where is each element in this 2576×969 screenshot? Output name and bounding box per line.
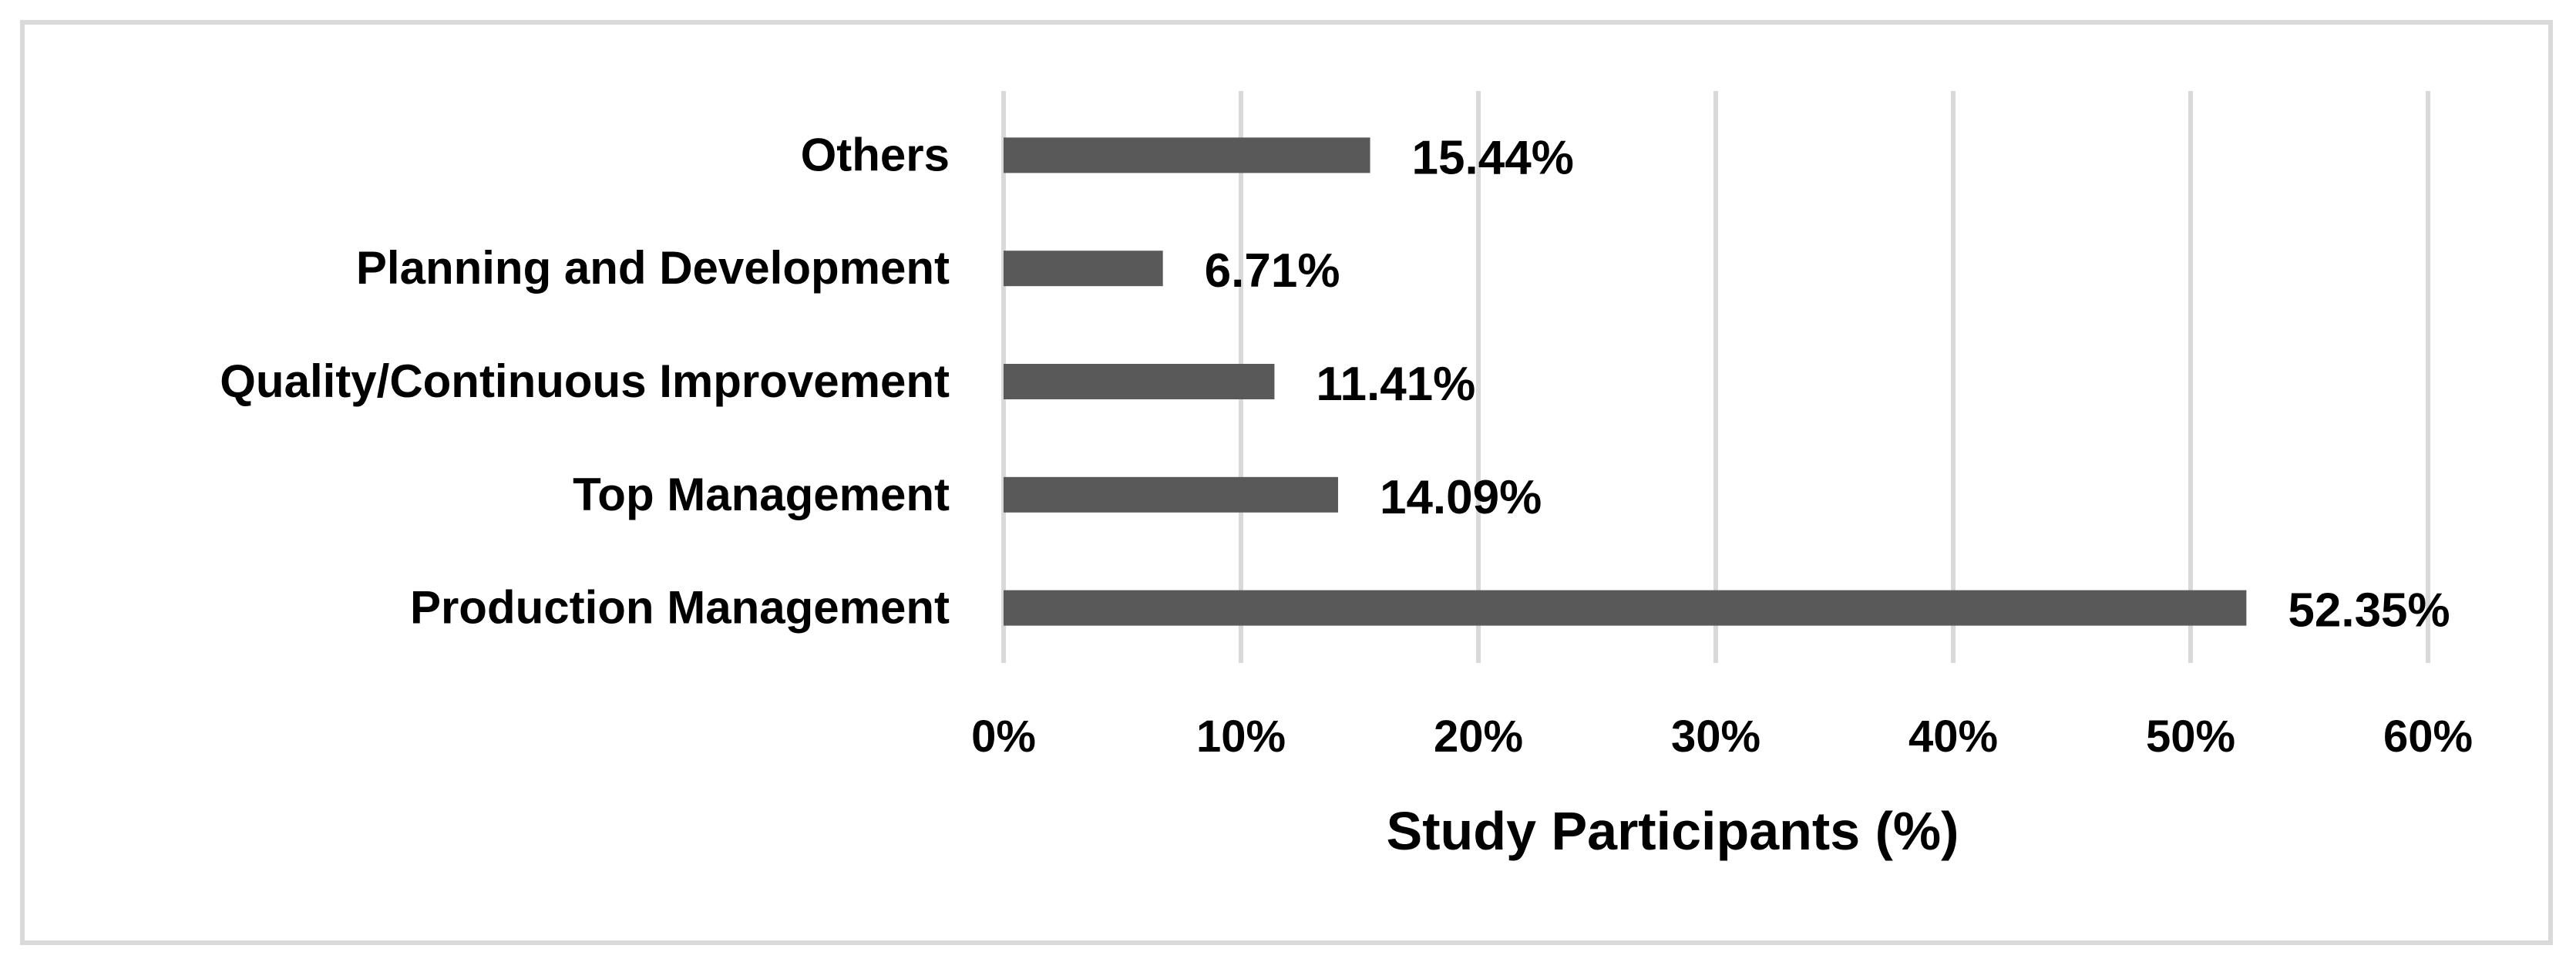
x-tick-label-10: 10% — [1196, 712, 1286, 762]
category-label-quality-continuous-improvement: Quality/Continuous Improvement — [220, 355, 950, 407]
bar-planning-and-development — [1004, 251, 1163, 287]
category-label-production-management: Production Management — [410, 582, 950, 634]
category-label-top-management: Top Management — [573, 469, 950, 520]
x-tick-label-60: 60% — [2383, 712, 2473, 762]
bar-top-management — [1004, 476, 1338, 513]
x-tick-labels: 0% 10% 20% 30% 40% 50% 60% — [971, 712, 2473, 762]
data-label-production-management: 52.35% — [2288, 584, 2450, 638]
data-labels: 52.35% 14.09% 11.41% 6.71% 15.44% — [1205, 131, 2450, 637]
bar-others — [1004, 137, 1370, 173]
bar-quality-continuous-improvement — [1004, 364, 1275, 399]
bars — [1004, 137, 2247, 626]
x-tick-label-50: 50% — [2146, 712, 2235, 762]
category-label-others: Others — [801, 129, 950, 180]
x-axis-title: Study Participants (%) — [1387, 801, 1959, 861]
data-label-quality-continuous-improvement: 11.41% — [1316, 358, 1475, 411]
category-labels: Production Management Top Management Quali… — [220, 129, 950, 633]
x-tick-label-40: 40% — [1908, 712, 1998, 762]
data-label-planning-and-development: 6.71% — [1205, 244, 1340, 298]
x-tick-label-30: 30% — [1671, 712, 1760, 762]
x-tick-label-20: 20% — [1434, 712, 1523, 762]
category-label-planning-and-development: Planning and Development — [356, 242, 950, 294]
x-tick-label-0: 0% — [971, 712, 1036, 762]
bar-production-management — [1004, 590, 2247, 626]
gridlines — [1001, 91, 2430, 663]
data-label-others: 15.44% — [1412, 131, 1574, 184]
data-label-top-management: 14.09% — [1380, 471, 1542, 524]
